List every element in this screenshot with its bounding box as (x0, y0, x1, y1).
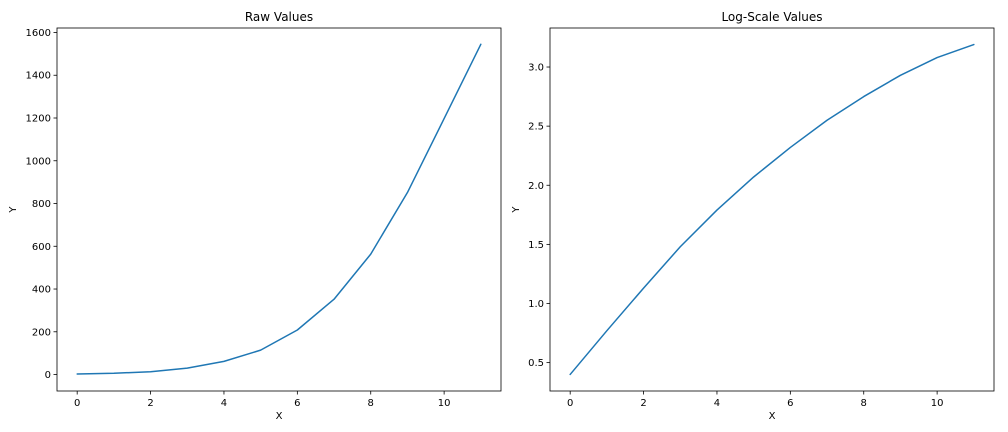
y-axis-label: Y (511, 206, 522, 214)
y-tick-label: 200 (32, 327, 51, 338)
x-tick-label: 6 (787, 398, 793, 409)
series-line (76, 43, 482, 375)
x-axis-label: X (769, 411, 776, 422)
y-tick-label: 2.0 (528, 181, 544, 192)
x-tick-label: 2 (640, 398, 646, 409)
y-axis-label: Y (8, 206, 19, 214)
series-line (569, 43, 975, 376)
y-tick-label: 0 (45, 370, 51, 381)
y-tick-label: 0.5 (528, 358, 544, 369)
y-tick-label: 1.0 (528, 299, 544, 310)
x-axis-label: X (276, 411, 283, 422)
axes-frame (549, 27, 995, 392)
y-tick-label: 3.0 (528, 63, 544, 74)
chart-title: Raw Values (245, 10, 313, 24)
y-tick-label: 1400 (26, 71, 51, 82)
y-tick-label: 1600 (26, 28, 51, 39)
x-tick-label: 4 (221, 398, 227, 409)
y-tick-label: 600 (32, 242, 51, 253)
x-tick-label: 2 (147, 398, 153, 409)
axes-frame (56, 27, 502, 392)
x-tick-label: 10 (438, 398, 451, 409)
x-tick-label: 10 (931, 398, 944, 409)
y-tick-label: 2.5 (528, 122, 544, 133)
y-tick-label: 1000 (26, 156, 51, 167)
x-tick-label: 8 (368, 398, 374, 409)
chart-title: Log-Scale Values (721, 10, 822, 24)
y-tick-label: 1.5 (528, 240, 544, 251)
x-tick-label: 0 (74, 398, 80, 409)
x-tick-label: 8 (861, 398, 867, 409)
y-tick-label: 1200 (26, 114, 51, 125)
x-tick-label: 4 (714, 398, 720, 409)
chart-log-scale-values: Log-Scale Values 0 2 4 6 8 10 0.5 1.0 1.5 2.0 2.5 3.… (511, 10, 995, 422)
y-tick-label: 800 (32, 199, 51, 210)
x-tick-label: 6 (294, 398, 300, 409)
chart-raw-values: Raw Values 0 2 4 6 8 10 0 200 400 600 800 1000 1200 14… (8, 10, 502, 422)
x-tick-label: 0 (567, 398, 573, 409)
y-tick-label: 400 (32, 285, 51, 296)
